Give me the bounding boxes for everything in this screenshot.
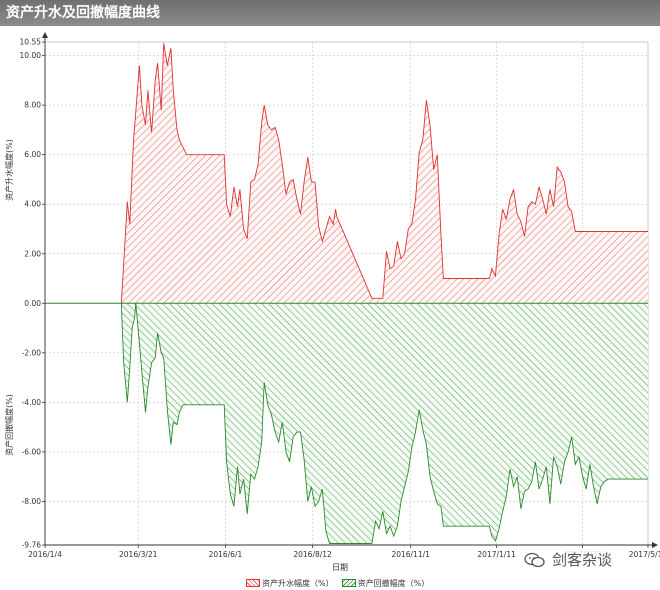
axis-labels: 日期 资产升水幅度(%) 资产回撤幅度(%) (4, 139, 348, 572)
window-title: 资产升水及回撤幅度曲线 (0, 0, 660, 26)
y-tick-label: 8.00 (24, 101, 41, 110)
series-premium-line (120, 43, 648, 304)
x-tick-label: 2017/5/16 (629, 550, 660, 559)
y-axis-arrow (42, 32, 48, 38)
y-tick-label: -8.00 (22, 497, 42, 506)
watermark-text: 剑客杂谈 (552, 551, 613, 569)
legend-swatch-premium (246, 579, 260, 587)
y-tick-label: -6.00 (22, 447, 42, 456)
axes: 10.55 10.00 8.00 6.00 4.00 2.00 0.00 -2.00 -4.00… (20, 32, 660, 559)
y-tick-label: -9.76 (22, 541, 42, 550)
y-axis-label-top: 资产升水幅度(%) (4, 139, 14, 201)
legend-item-drawdown: 资产回撤幅度（%） (341, 577, 430, 589)
series-premium-area (121, 43, 649, 304)
x-tick-label: 2016/8/12 (293, 550, 332, 559)
y-tick-label: -4.00 (22, 398, 42, 407)
y-axis-label-bottom: 资产回撤幅度(%) (4, 394, 14, 456)
legend-label-drawdown: 资产回撤幅度（%） (357, 578, 430, 588)
x-axis-arrow (652, 542, 658, 548)
x-tick-label: 2016/11/1 (391, 550, 430, 559)
x-tick-label: 2017/1/11 (477, 550, 516, 559)
y-tick-label: 0.00 (24, 299, 41, 308)
legend: 资产升水幅度（%） 资产回撤幅度（%） (246, 577, 429, 589)
series-drawdown-area (121, 303, 649, 544)
y-tick-label: 2.00 (24, 249, 41, 258)
x-tick-label: 2016/3/21 (119, 550, 158, 559)
x-tick-label: 2016/6/1 (209, 550, 243, 559)
x-axis-label: 日期 (332, 563, 348, 572)
y-tick-label: -2.00 (22, 348, 42, 357)
y-tick-label: 10.55 (20, 38, 42, 47)
legend-swatch-drawdown (341, 579, 356, 587)
y-tick-label: 6.00 (24, 150, 41, 159)
plot-areas (120, 43, 649, 544)
y-tick-label: 4.00 (24, 200, 41, 209)
x-tick-label: 2016/1/4 (28, 550, 62, 559)
watermark: 剑客杂谈 (520, 548, 617, 571)
y-tick-label: 10.00 (20, 51, 42, 60)
wechat-icon (524, 552, 545, 567)
legend-item-premium: 资产升水幅度（%） (246, 577, 334, 589)
legend-label-premium: 资产升水幅度（%） (262, 578, 334, 588)
